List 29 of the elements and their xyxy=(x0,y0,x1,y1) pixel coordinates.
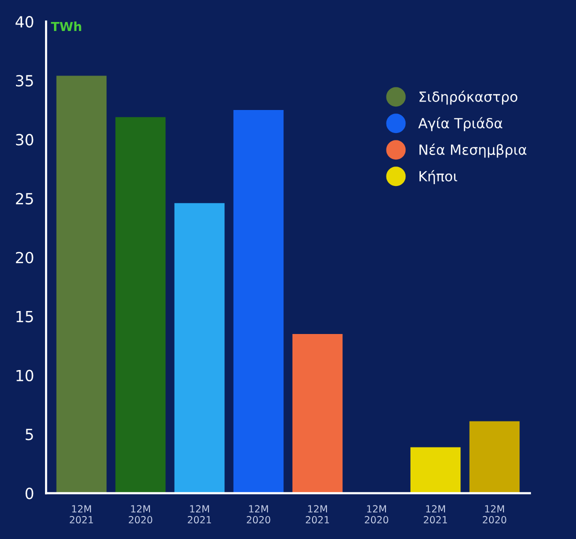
x-tick-label: 12M 2020 xyxy=(482,505,506,524)
legend-label: Νέα Μεσημβρια xyxy=(420,144,526,158)
bar xyxy=(469,421,520,494)
legend-label: Σιδηρόκαστρο xyxy=(420,90,518,105)
y-tick-label: 25 xyxy=(16,192,33,204)
y-tick-label: 10 xyxy=(16,370,34,382)
y-tick-label: 30 xyxy=(16,134,34,146)
y-axis-title: TWh xyxy=(50,22,82,32)
x-tick-label: 12M 2020 xyxy=(364,505,388,524)
legend-label: Κήποι xyxy=(420,170,458,184)
bar xyxy=(233,110,284,494)
x-tick-label: 12M 2020 xyxy=(246,505,270,524)
legend-label: Αγία Τριάδα xyxy=(418,117,502,132)
bar xyxy=(292,334,343,494)
bar xyxy=(410,447,461,494)
bar xyxy=(56,76,107,494)
bar xyxy=(174,203,225,494)
bar xyxy=(115,117,166,494)
x-tick-label: 12M 2021 xyxy=(306,505,329,524)
x-tick-label: 12M 2020 xyxy=(128,505,152,524)
y-tick-label: 20 xyxy=(16,252,34,264)
y-tick-label: 40 xyxy=(16,16,34,28)
y-tick-label: 5 xyxy=(26,428,33,440)
x-tick-label: 12M 2021 xyxy=(70,505,93,524)
y-tick-label: 35 xyxy=(16,74,33,87)
y-tick-label: 15 xyxy=(16,310,33,322)
x-tick-label: 12M 2021 xyxy=(188,505,211,524)
x-tick-label: 12M 2021 xyxy=(424,505,447,524)
y-tick-label: 0 xyxy=(26,488,34,500)
